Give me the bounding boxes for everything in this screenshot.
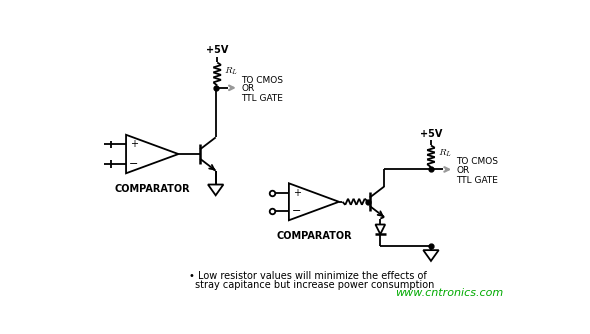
Text: TO CMOS: TO CMOS [457,157,499,166]
Polygon shape [375,224,385,234]
Text: OR: OR [241,84,254,93]
Text: COMPARATOR: COMPARATOR [114,184,190,194]
Text: COMPARATOR: COMPARATOR [276,231,352,241]
Text: OR: OR [457,166,470,175]
Text: stray capitance but increase power consumption: stray capitance but increase power consu… [195,280,434,290]
Text: TTL GATE: TTL GATE [241,94,283,103]
Text: +5V: +5V [419,129,442,139]
Text: −: − [292,206,301,216]
Text: $R_L$: $R_L$ [438,147,452,159]
Text: +: + [130,139,137,149]
Text: +5V: +5V [206,45,228,55]
Text: • Low resistor values will minimize the effects of: • Low resistor values will minimize the … [189,271,427,281]
Text: TTL GATE: TTL GATE [457,176,498,185]
Text: $R_L$: $R_L$ [224,65,238,77]
Text: TO CMOS: TO CMOS [241,76,283,85]
Text: +: + [293,187,300,197]
Text: www.cntronics.com: www.cntronics.com [395,288,503,298]
Text: −: − [129,159,139,169]
